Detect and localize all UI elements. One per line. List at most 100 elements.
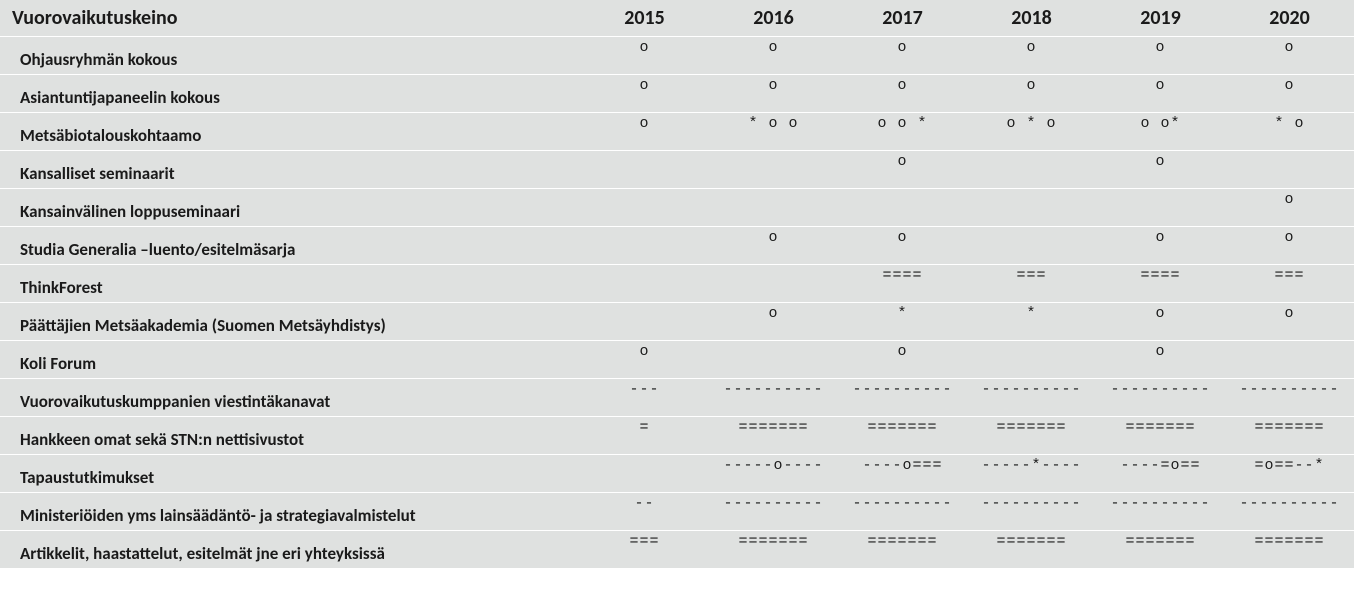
year-header-2016: 2016 <box>709 0 838 37</box>
row-label: ThinkForest <box>0 265 580 303</box>
table-body: Ohjausryhmän kokousooooooAsiantuntijapan… <box>0 37 1354 569</box>
data-cell: ======= <box>1225 417 1354 455</box>
data-cell: ---------- <box>838 379 967 417</box>
data-cell: = <box>580 417 709 455</box>
table-row: Ohjausryhmän kokousoooooo <box>0 37 1354 75</box>
table-row: Vuorovaikutuskumppanien viestintäkanavat… <box>0 379 1354 417</box>
data-cell: --- <box>580 379 709 417</box>
data-cell: o <box>838 37 967 75</box>
data-cell: ---------- <box>1225 493 1354 531</box>
data-cell: o <box>709 227 838 265</box>
data-cell: ==== <box>838 265 967 303</box>
data-cell: === <box>580 531 709 569</box>
data-cell: o <box>1225 189 1354 227</box>
data-cell: * <box>967 303 1096 341</box>
data-cell: ======= <box>838 417 967 455</box>
data-cell: ---------- <box>1096 493 1225 531</box>
table-row: Asiantuntijapaneelin kokousoooooo <box>0 75 1354 113</box>
data-cell: ---------- <box>709 379 838 417</box>
data-cell: ---------- <box>709 493 838 531</box>
data-cell: o <box>1096 341 1225 379</box>
data-cell: === <box>1225 265 1354 303</box>
data-cell <box>1225 341 1354 379</box>
data-cell: o <box>580 113 709 151</box>
data-cell: o <box>838 227 967 265</box>
data-cell: ----o=== <box>838 455 967 493</box>
data-cell: o <box>1096 151 1225 189</box>
data-cell: ---------- <box>1225 379 1354 417</box>
data-cell: ======= <box>967 531 1096 569</box>
data-cell <box>967 227 1096 265</box>
data-cell: * o o <box>709 113 838 151</box>
year-header-2017: 2017 <box>838 0 967 37</box>
data-cell: =o==--* <box>1225 455 1354 493</box>
data-cell: ---------- <box>838 493 967 531</box>
table-row: Metsäbiotalouskohtaamoo* o oo o *o * oo … <box>0 113 1354 151</box>
data-cell: ---------- <box>1096 379 1225 417</box>
data-cell <box>967 341 1096 379</box>
data-cell: o o * <box>838 113 967 151</box>
row-label: Kansainvälinen loppuseminaari <box>0 189 580 227</box>
table-row: Ministeriöiden yms lainsäädäntö- ja stra… <box>0 493 1354 531</box>
data-cell <box>709 341 838 379</box>
data-cell <box>1096 189 1225 227</box>
year-header-2020: 2020 <box>1225 0 1354 37</box>
data-cell: o <box>1225 75 1354 113</box>
data-cell: ======= <box>1096 531 1225 569</box>
data-cell: o <box>1096 227 1225 265</box>
data-cell <box>580 303 709 341</box>
data-cell: -----o---- <box>709 455 838 493</box>
data-cell: o * o <box>967 113 1096 151</box>
data-cell <box>580 189 709 227</box>
data-cell <box>838 189 967 227</box>
data-cell <box>967 151 1096 189</box>
table-row: Koli Forumooo <box>0 341 1354 379</box>
table-row: Hankkeen omat sekä STN:n nettisivustot==… <box>0 417 1354 455</box>
data-cell: ----=o== <box>1096 455 1225 493</box>
data-cell: ======= <box>709 531 838 569</box>
year-header-2019: 2019 <box>1096 0 1225 37</box>
data-cell: o <box>580 75 709 113</box>
header-row: Vuorovaikutuskeino 2015 2016 2017 2018 2… <box>0 0 1354 37</box>
table-row: ThinkForest============== <box>0 265 1354 303</box>
row-label: Tapaustutkimukset <box>0 455 580 493</box>
data-cell: o <box>1225 303 1354 341</box>
data-cell <box>967 189 1096 227</box>
data-cell: o <box>967 37 1096 75</box>
interaction-methods-table: Vuorovaikutuskeino 2015 2016 2017 2018 2… <box>0 0 1354 569</box>
data-cell <box>580 265 709 303</box>
row-label: Artikkelit, haastattelut, esitelmät jne … <box>0 531 580 569</box>
data-cell: o o* <box>1096 113 1225 151</box>
data-cell <box>1225 151 1354 189</box>
data-cell <box>709 151 838 189</box>
data-cell: ======= <box>709 417 838 455</box>
table-row: Artikkelit, haastattelut, esitelmät jne … <box>0 531 1354 569</box>
data-cell <box>709 189 838 227</box>
year-header-2018: 2018 <box>967 0 1096 37</box>
data-cell: o <box>1225 37 1354 75</box>
data-cell: o <box>709 303 838 341</box>
data-cell: * <box>838 303 967 341</box>
table-row: Kansalliset seminaaritoo <box>0 151 1354 189</box>
data-cell: o <box>967 75 1096 113</box>
year-header-2015: 2015 <box>580 0 709 37</box>
data-cell: ---------- <box>967 493 1096 531</box>
data-cell: ======= <box>1096 417 1225 455</box>
header-label: Vuorovaikutuskeino <box>0 0 580 37</box>
data-cell: o <box>1225 227 1354 265</box>
table-row: Päättäjien Metsäakademia (Suomen Metsäyh… <box>0 303 1354 341</box>
data-cell: ---------- <box>967 379 1096 417</box>
data-cell <box>580 151 709 189</box>
row-label: Päättäjien Metsäakademia (Suomen Metsäyh… <box>0 303 580 341</box>
data-cell: o <box>1096 75 1225 113</box>
data-cell: o <box>709 37 838 75</box>
data-cell: ======= <box>1225 531 1354 569</box>
data-cell <box>709 265 838 303</box>
data-cell: ======= <box>838 531 967 569</box>
row-label: Studia Generalia –luento/esitelmäsarja <box>0 227 580 265</box>
data-cell <box>580 227 709 265</box>
data-cell: === <box>967 265 1096 303</box>
row-label: Ministeriöiden yms lainsäädäntö- ja stra… <box>0 493 580 531</box>
data-cell: * o <box>1225 113 1354 151</box>
data-cell: -- <box>580 493 709 531</box>
